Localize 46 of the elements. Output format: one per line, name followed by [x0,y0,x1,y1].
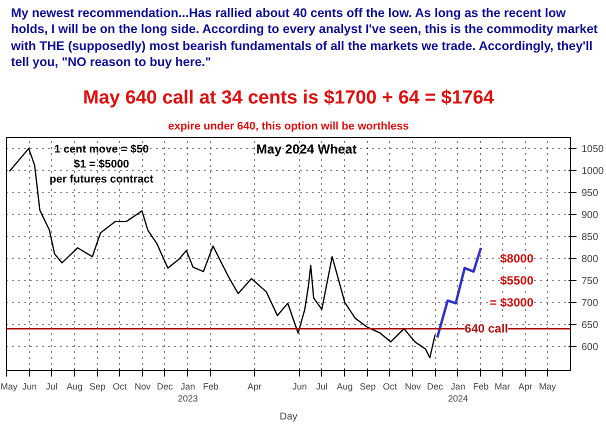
x-tick-label: May [0,382,18,392]
x-tick-label: Apr [518,382,532,392]
x-tick-label: Jun [292,382,307,392]
x-tick-label: Feb [203,382,219,392]
annotation: $1 = $5000 [74,158,130,170]
x-tick-label: May [539,382,557,392]
x-tick-label: Jan 2024 [448,382,468,404]
x-tick-label: Feb [473,382,489,392]
annotation: = $3000 [490,296,534,310]
annotation: $5500 [500,274,534,288]
x-tick-label: Nov [404,382,422,392]
y-tick-label: 750 [582,276,599,287]
y-tick-label: 800 [582,254,599,265]
y-tick-label: 850 [582,232,599,243]
y-tick-label: 700 [582,298,599,309]
x-tick-label: Sep [360,382,376,392]
text: My newest recommendation...Has rallied about 40 cents off the low. As long as the recent low holds, I will be on the long side. According to every analyst I've seen, this is the commodity market with THE (supposedly) most bearish fundamentals of all the markets we trade. Accordingly, they'll tell you, "NO reason to buy here." [11,5,599,70]
x-tick-label: Aug [336,382,353,392]
y-tick-label: 950 [582,188,599,199]
x-axis-title: Day [280,412,298,422]
x-tick-label: Dec [427,382,444,392]
y-tick-label: 650 [582,320,599,331]
y-tick-label: 1050 [582,144,604,155]
x-tick-label: Sep [90,382,106,392]
x-tick-label: Dec [156,382,174,392]
line-series [436,246,482,339]
x-tick-label: Aug [66,382,83,392]
chart-title: May 640 call at 34 cents is $1700 + 64 = $1764 [83,88,494,108]
x-tick-label: Jul [46,382,58,392]
chart-subtitle: expire under 640, this option will be worthless [168,120,409,132]
x-tick-label: Oct [382,382,398,392]
y-tick-label: 1000 [582,166,604,177]
annotation: per futures contract [50,174,154,186]
annotation: 1 cent move = $50 [54,144,149,156]
ref-line-label: 640 call [464,322,508,336]
annotation: $8000 [500,252,534,266]
y-tick-label: 900 [582,210,599,221]
x-tick-label: Apr [247,382,262,392]
x-tick-label: Mar [494,382,510,392]
x-tick-label: Jun [22,382,37,392]
x-tick-label: Oct [112,382,128,392]
y-tick-label: 600 [582,342,599,353]
x-tick-label: Nov [134,382,152,392]
x-tick-label: Jan 2023 [178,382,198,404]
annotation: May 2024 Wheat [256,142,358,156]
x-tick-label: Jul [316,382,328,392]
